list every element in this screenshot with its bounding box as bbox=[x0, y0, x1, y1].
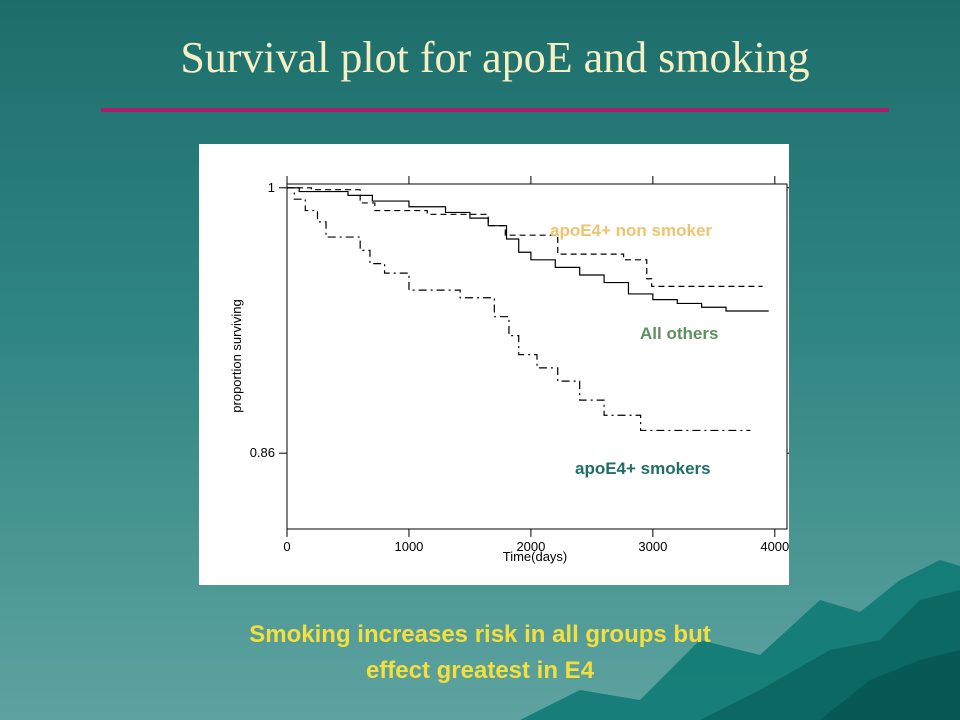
label-all-others: All others bbox=[640, 324, 718, 343]
y-axis-label: proportion surviving bbox=[229, 299, 244, 412]
survival-chart-svg: 0 1000 2000 3000 4000 1 0.86 proportion surviv… bbox=[229, 176, 789, 564]
label-apoe4-smokers: apoE4+ smokers bbox=[575, 459, 711, 478]
series-line-2 bbox=[287, 187, 751, 432]
title-underline bbox=[101, 108, 889, 112]
caption-line-1: Smoking increases risk in all groups but bbox=[249, 621, 711, 648]
plot-frame bbox=[286, 183, 788, 530]
x-tick-label: 2000 bbox=[516, 539, 545, 554]
x-tick-label: 0 bbox=[283, 539, 290, 554]
caption-line-2: effect greatest in E4 bbox=[365, 657, 595, 684]
y-tick-label: 1 bbox=[268, 180, 275, 195]
x-tick-label: 4000 bbox=[760, 539, 789, 554]
series-line-1 bbox=[287, 187, 769, 312]
x-tick-label: 1000 bbox=[394, 539, 423, 554]
survival-chart: 0 1000 2000 3000 4000 1 0.86 proportion surviv… bbox=[199, 144, 789, 585]
slide-title: Survival plot for apoE and smoking bbox=[180, 33, 810, 82]
slide-caption: Smoking increases risk in all groups but… bbox=[110, 617, 850, 689]
x-axis-label: Time(days) bbox=[503, 549, 568, 564]
series-line-0 bbox=[287, 187, 763, 287]
y-tick-label: 0.86 bbox=[250, 445, 275, 460]
label-apoe4-non-smoker: apoE4+ non smoker bbox=[550, 221, 712, 240]
x-tick-label: 3000 bbox=[638, 539, 667, 554]
